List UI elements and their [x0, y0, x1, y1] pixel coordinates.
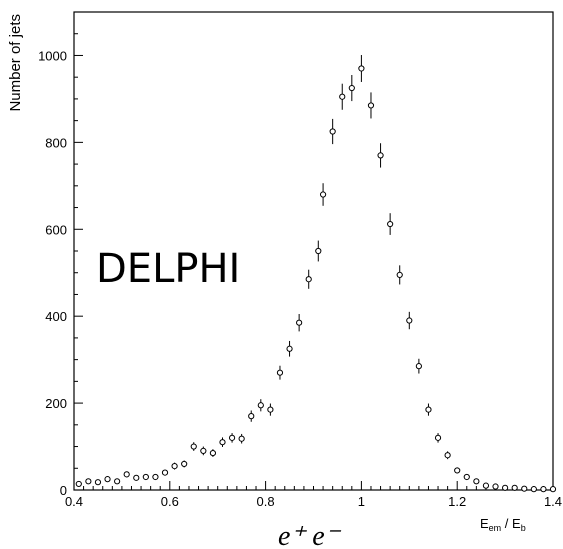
data-point	[267, 406, 274, 413]
data-point	[209, 449, 217, 457]
data-point	[358, 65, 365, 72]
data-points	[75, 55, 557, 493]
data-point	[348, 84, 355, 92]
data-point	[114, 478, 121, 485]
data-point	[104, 476, 111, 483]
x-axis-label-denominator: E	[512, 516, 521, 531]
tick-labels: 0.4 0.6 0.8 1 1.2 1.4 0 200 400 600 800 1000	[38, 48, 562, 509]
x-axis-label-numerator: E	[480, 516, 489, 531]
data-point	[415, 363, 422, 370]
y-tick-label: 200	[45, 396, 67, 411]
x-tick-label: 0.6	[161, 494, 179, 509]
data-point	[94, 479, 102, 486]
x-axis-label: Eem / Eb	[480, 516, 526, 533]
y-tick-label: 400	[45, 309, 67, 324]
data-point	[276, 369, 284, 376]
data-point	[171, 463, 178, 470]
process-label: e⁺ e⁻	[278, 521, 342, 549]
data-point	[367, 102, 375, 109]
data-point	[511, 484, 518, 491]
data-point	[530, 486, 537, 493]
data-point	[286, 345, 293, 352]
x-tick-label: 0.8	[257, 494, 275, 509]
data-point	[482, 482, 490, 489]
data-point	[152, 473, 159, 481]
data-point	[406, 317, 413, 324]
data-point	[549, 486, 557, 493]
data-point	[425, 406, 432, 413]
data-point	[339, 93, 346, 100]
data-point	[540, 486, 547, 493]
data-point	[329, 128, 336, 135]
x-tick-label: 1	[358, 494, 365, 509]
x-axis-label-denominator-sub: b	[521, 523, 526, 533]
data-point	[133, 474, 140, 481]
y-tick-label: 600	[45, 222, 67, 237]
y-tick-label: 0	[60, 483, 67, 498]
data-point	[181, 460, 188, 468]
data-point	[85, 478, 92, 485]
data-point	[463, 473, 470, 481]
data-point	[492, 483, 499, 490]
data-point	[454, 467, 461, 474]
data-point	[502, 484, 509, 491]
x-tick-label: 1.4	[544, 494, 562, 509]
data-point	[396, 271, 403, 278]
data-point	[238, 435, 245, 442]
data-point	[305, 276, 312, 283]
data-point	[377, 152, 384, 159]
data-point	[190, 443, 197, 450]
data-point	[473, 478, 480, 485]
x-tick-label: 0.4	[65, 494, 83, 509]
y-axis-label: Number of jets	[7, 14, 24, 112]
x-axis-label-separator: /	[501, 516, 512, 531]
data-point	[219, 439, 226, 446]
experiment-label: DELPHI	[96, 246, 240, 292]
data-point	[228, 434, 236, 441]
data-point	[315, 247, 322, 255]
x-tick-label: 1.2	[448, 494, 466, 509]
x-axis-label-numerator-sub: em	[489, 523, 502, 533]
data-point	[200, 447, 207, 454]
y-tick-label: 800	[45, 135, 67, 150]
data-point	[123, 471, 130, 478]
data-point	[257, 402, 264, 409]
data-point	[434, 434, 442, 441]
data-point	[161, 469, 169, 476]
data-point	[521, 485, 528, 492]
y-tick-label: 1000	[38, 48, 67, 63]
data-point	[444, 452, 451, 459]
data-point	[387, 220, 394, 228]
data-point	[296, 319, 303, 326]
data-point	[248, 413, 255, 420]
data-point	[142, 473, 149, 481]
data-point	[319, 191, 327, 198]
data-point	[75, 480, 82, 488]
